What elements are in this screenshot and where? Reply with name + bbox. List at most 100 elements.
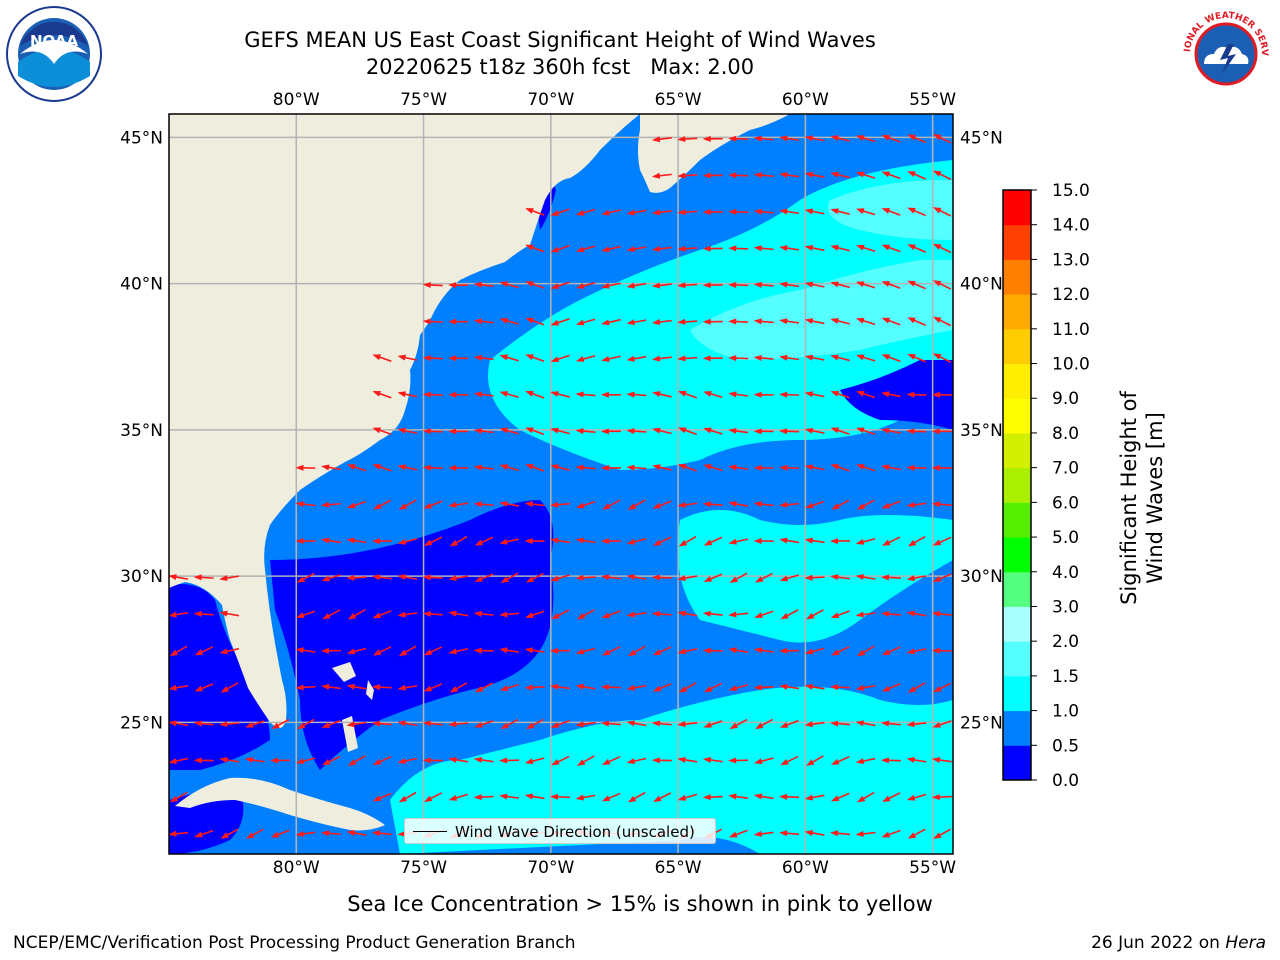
wind-arrow-head bbox=[499, 647, 508, 654]
wind-arrow-head bbox=[753, 354, 762, 361]
wind-arrow-head bbox=[933, 832, 942, 839]
wind-arrow-head bbox=[295, 464, 304, 471]
wind-arrow-head bbox=[448, 428, 457, 435]
wind-arrow-head bbox=[602, 649, 611, 656]
wind-arrow-head bbox=[906, 428, 915, 435]
wind-arrow-head bbox=[320, 830, 330, 837]
wind-arrow-head bbox=[499, 611, 508, 618]
wind-arrow-head bbox=[932, 722, 941, 728]
wind-arrow-head bbox=[245, 721, 254, 728]
wind-arrow-head bbox=[397, 830, 406, 837]
wind-arrow-head bbox=[626, 758, 636, 764]
wind-arrow-head bbox=[652, 649, 662, 656]
wind-arrow-head bbox=[932, 353, 942, 360]
wind-arrow-head bbox=[397, 720, 406, 727]
wind-arrow-head bbox=[448, 610, 457, 617]
wind-arrow-head bbox=[677, 794, 687, 801]
wind-arrow-head bbox=[422, 428, 431, 435]
wind-arrow-head bbox=[677, 721, 686, 728]
wind-arrow-head bbox=[422, 574, 431, 581]
wind-arrow-head bbox=[702, 610, 712, 617]
wind-arrow-head bbox=[677, 355, 686, 362]
wind-arrow-head bbox=[779, 245, 788, 252]
wind-arrow-head bbox=[397, 758, 406, 764]
wind-arrow-head bbox=[931, 794, 940, 801]
wave-band-0-0.5 bbox=[270, 500, 554, 770]
wind-arrow-head bbox=[601, 319, 610, 326]
wind-arrow-head bbox=[321, 722, 331, 728]
wind-arrow-head bbox=[702, 135, 711, 142]
wind-arrow-head bbox=[551, 612, 560, 620]
wind-arrow-head bbox=[830, 390, 840, 397]
wind-arrow-head bbox=[626, 209, 635, 216]
wind-arrow-head bbox=[932, 576, 942, 582]
wind-arrow-head bbox=[779, 391, 788, 398]
wind-arrow-head bbox=[524, 537, 533, 544]
lon-tick-label: 65°W bbox=[655, 90, 702, 110]
wind-arrow-head bbox=[651, 319, 661, 326]
wind-arrow-head bbox=[575, 537, 584, 544]
wind-arrow-head bbox=[473, 647, 482, 654]
wind-arrow-head bbox=[907, 317, 916, 324]
map-gridlines bbox=[169, 114, 953, 854]
colorbar-segment bbox=[1003, 259, 1031, 295]
wind-arrow-head bbox=[804, 354, 814, 361]
wind-arrow-head bbox=[169, 830, 177, 837]
wind-arrow-head bbox=[779, 172, 788, 178]
wind-arrow-head bbox=[473, 756, 483, 763]
wind-arrow-head bbox=[703, 539, 713, 546]
wind-arrow-head bbox=[907, 353, 916, 360]
wind-arrow-head bbox=[728, 172, 737, 179]
wind-arrow-head bbox=[806, 759, 815, 766]
wind-arrow-head bbox=[575, 648, 585, 655]
wind-arrow-head bbox=[677, 390, 687, 397]
wind-arrow-head bbox=[906, 464, 915, 471]
wind-arrow-head bbox=[626, 428, 635, 435]
wind-arrow-head bbox=[194, 649, 204, 656]
wind-arrow-head bbox=[372, 758, 382, 765]
wind-arrow-head bbox=[169, 795, 179, 803]
wind-arrow-head bbox=[753, 391, 762, 398]
colorbar-segment bbox=[1003, 502, 1031, 538]
wind-arrow-head bbox=[753, 208, 762, 215]
wind-arrow-head bbox=[880, 720, 890, 727]
wind-arrow-head bbox=[600, 428, 609, 435]
wind-arrow-head bbox=[346, 683, 355, 690]
wind-arrow-head bbox=[855, 538, 865, 545]
wind-arrow-head bbox=[194, 831, 203, 838]
wind-arrow-head bbox=[473, 501, 482, 508]
wind-arrow-head bbox=[651, 720, 661, 727]
wind-arrow-head bbox=[702, 172, 711, 179]
lon-tick-label: 60°W bbox=[782, 858, 829, 878]
wind-arrow-head bbox=[600, 574, 610, 581]
land-cuba bbox=[175, 777, 385, 831]
wind-arrow-head bbox=[550, 319, 560, 326]
wind-arrow-head bbox=[933, 685, 942, 693]
wind-arrow-head bbox=[600, 391, 609, 398]
wind-arrow-head bbox=[779, 135, 788, 142]
wind-arrow-head bbox=[677, 610, 686, 617]
chart-subtitle: 20220625 t18z 360h fcst Max: 2.00 bbox=[365, 55, 755, 79]
wind-arrow-head bbox=[524, 647, 534, 654]
wind-arrow-head bbox=[753, 684, 762, 691]
colorbar-segment bbox=[1003, 641, 1031, 677]
wind-arrow-head bbox=[602, 503, 611, 510]
wind-arrow-head bbox=[931, 391, 940, 398]
colorbar-segment bbox=[1003, 571, 1031, 607]
wind-arrow-head bbox=[830, 318, 839, 324]
wind-arrow-head bbox=[805, 502, 814, 509]
wind-arrow-head bbox=[881, 135, 891, 141]
wind-arrow-head bbox=[525, 722, 535, 730]
wind-arrow-head bbox=[728, 391, 737, 398]
wind-arrow-head bbox=[525, 354, 534, 361]
wind-arrow-head bbox=[423, 649, 433, 656]
colorbar-segment bbox=[1003, 294, 1031, 330]
wind-arrow-head bbox=[525, 576, 535, 583]
wind-arrow-head bbox=[907, 539, 917, 547]
wind-arrow-head bbox=[702, 794, 711, 801]
wind-arrow-head bbox=[702, 282, 711, 289]
colorbar-segment bbox=[1003, 432, 1031, 469]
wind-arrow-head bbox=[728, 135, 737, 142]
wind-arrow-head bbox=[245, 832, 255, 839]
wind-arrow-head bbox=[830, 244, 839, 251]
